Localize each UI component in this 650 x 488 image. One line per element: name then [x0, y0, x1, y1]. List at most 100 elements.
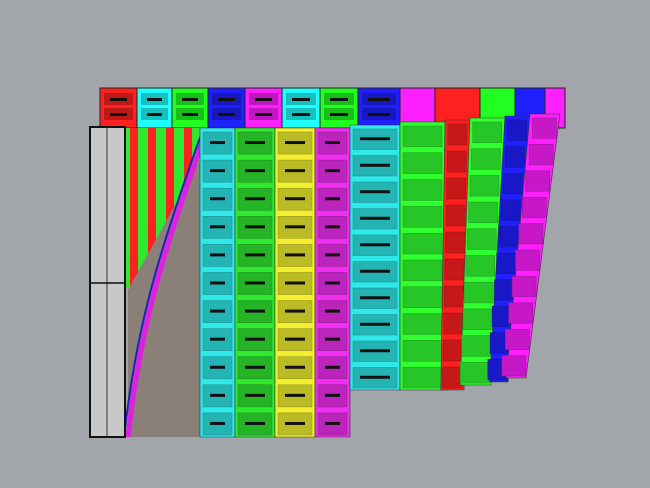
shadow-area — [128, 160, 200, 437]
green-red-panel-column — [122, 128, 208, 438]
panel-cell — [443, 312, 463, 335]
panel-cell — [462, 308, 493, 330]
panel-cell — [444, 285, 464, 308]
panel-label-text — [285, 365, 305, 369]
panel-label-text — [245, 421, 265, 425]
panel-cell — [500, 199, 521, 221]
panel-label-text — [325, 141, 340, 145]
panel-label-text — [182, 98, 198, 101]
panel-cell — [466, 228, 497, 250]
panel-cell — [445, 231, 465, 254]
panel-label-text — [285, 393, 305, 397]
panel-cell — [472, 121, 503, 143]
panel-cell — [461, 335, 491, 357]
panel-label-text — [110, 113, 127, 116]
panel-label-text — [245, 365, 265, 369]
panel-cell — [402, 232, 443, 255]
panel-label-text — [210, 309, 225, 313]
panel-label-text — [325, 365, 340, 369]
panel-cell — [442, 366, 462, 389]
panel-cell — [468, 201, 498, 224]
panel-cell — [505, 146, 525, 168]
panel-label-text — [368, 113, 390, 116]
gray-slab — [89, 126, 126, 438]
panel-cell — [494, 279, 514, 301]
panel-cell — [492, 305, 512, 328]
panel-label-text — [147, 113, 162, 116]
panel-label-text — [210, 393, 225, 397]
panel-cell — [402, 313, 443, 335]
panel-label-text — [245, 281, 265, 285]
panel-strip — [166, 128, 174, 288]
panel-label-text — [325, 421, 340, 425]
panel-label-text — [360, 375, 390, 379]
panel-label-text — [218, 113, 235, 116]
panel-cell — [471, 148, 501, 170]
panel-cell — [522, 196, 547, 218]
panel-cell — [503, 172, 523, 195]
panel-label-text — [360, 322, 390, 326]
panel-label-text — [325, 337, 340, 341]
panel-cell — [402, 340, 443, 362]
panel-label-text — [325, 393, 340, 397]
panel-label-text — [285, 421, 305, 425]
panel-label-text — [285, 197, 305, 201]
panel-label-text — [210, 421, 225, 425]
panel-cell — [402, 259, 443, 282]
panel-label-text — [210, 141, 225, 145]
panel-cell — [446, 177, 466, 200]
panel-label-text — [292, 113, 310, 116]
panel-cell — [465, 255, 496, 277]
panel-label-text — [325, 281, 340, 285]
panel-label-text — [245, 253, 265, 257]
panel-label-text — [285, 309, 305, 313]
panel-cell — [459, 362, 490, 384]
panel-label-text — [147, 98, 162, 101]
panel-label-text — [285, 281, 305, 285]
panel-cell — [515, 249, 540, 271]
panel-label-text — [245, 337, 265, 341]
panel-label-text — [360, 163, 390, 167]
panel-label-text — [255, 98, 272, 101]
panel-label-text — [325, 169, 340, 173]
panel-cell — [402, 206, 443, 228]
panel-label-text — [210, 253, 225, 257]
panel-strip — [148, 128, 156, 288]
panel-label-text — [325, 309, 340, 313]
panel-label-text — [292, 98, 310, 101]
panel-strip — [130, 128, 138, 288]
panel-label-text — [255, 113, 272, 116]
panel-label-text — [285, 337, 305, 341]
panel-label-text — [285, 141, 305, 145]
panel-cell — [442, 339, 463, 362]
panel-cell — [505, 328, 530, 350]
panel-label-text — [110, 98, 127, 101]
panel-label-text — [325, 225, 340, 229]
panel-cell — [508, 302, 533, 324]
panel-label-text — [360, 190, 390, 194]
panel-label-text — [360, 137, 390, 141]
panel-cell — [402, 152, 443, 174]
panel-label-text — [210, 169, 225, 173]
panel-label-text — [210, 337, 225, 341]
panel-cell — [444, 258, 465, 281]
panel-cell — [469, 175, 500, 197]
panel-label-text — [285, 225, 305, 229]
panel-label-text — [218, 98, 235, 101]
edge-curve — [125, 134, 208, 438]
panel-label-text — [210, 197, 225, 201]
panel-label-text — [360, 269, 390, 273]
panel-cell — [496, 252, 516, 274]
panel-cell — [528, 144, 554, 166]
panel-cell — [402, 179, 443, 201]
panel-cell — [507, 119, 527, 141]
panel-label-text — [210, 365, 225, 369]
panel-cell — [511, 276, 537, 298]
panel-cell — [447, 123, 468, 146]
panel-cell — [498, 226, 519, 248]
panel-cell — [518, 223, 544, 245]
panel-cell — [525, 170, 550, 192]
panel-label-text — [360, 216, 390, 220]
panel-cell — [464, 281, 494, 304]
